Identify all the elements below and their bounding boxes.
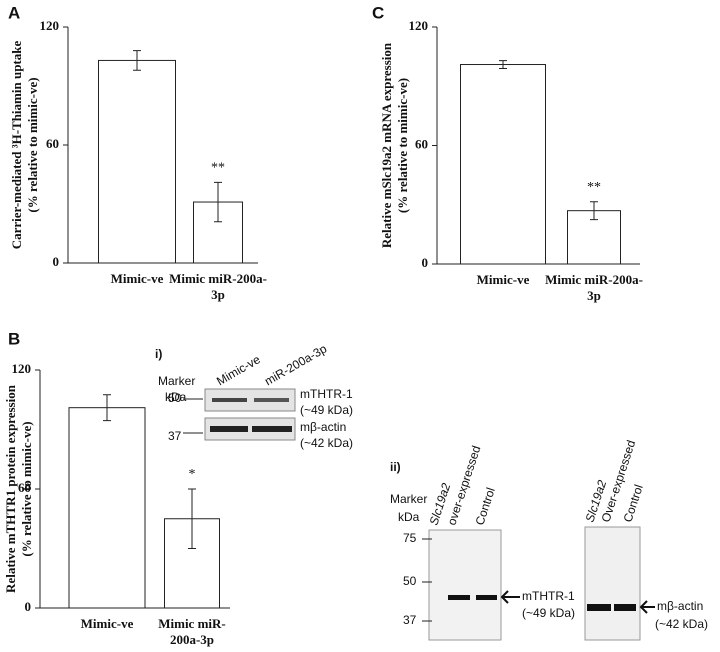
y-tick-label: 0	[53, 254, 60, 269]
arrow	[500, 590, 520, 604]
marker-size: 50	[168, 391, 182, 405]
y-axis-label: (% relative to mimic-ve)	[19, 421, 34, 556]
category-label-box: Mimic-ve	[476, 272, 530, 287]
blot-image	[428, 529, 502, 641]
band-label: (~42 kDa)	[300, 436, 353, 450]
panel-letter: B	[8, 329, 20, 348]
bar	[98, 59, 176, 264]
lane-label: Control	[621, 483, 646, 524]
marker-label: kDa	[398, 510, 420, 524]
band-label: mTHTR-1	[522, 589, 575, 603]
y-tick-label: 60	[18, 480, 31, 495]
annotation: **	[211, 161, 225, 176]
marker-size: 75	[403, 531, 417, 545]
error-bar	[214, 181, 222, 223]
blot-band	[587, 604, 611, 611]
arrow	[639, 600, 655, 614]
lane-label: Control	[473, 486, 498, 527]
lane-label: Mimic-ve	[214, 352, 263, 388]
blot-band	[614, 604, 636, 611]
bar	[460, 64, 546, 265]
y-axis-label: (% relative to mimic-ve)	[25, 77, 40, 212]
panel-letter: A	[8, 3, 20, 22]
category-label-box: Mimic-ve	[80, 616, 134, 631]
blot-band	[448, 595, 470, 600]
error-bar	[188, 488, 196, 549]
lane-label: miR-200a-3p	[262, 341, 329, 388]
annotation: *	[189, 467, 196, 482]
x-tick-label: Mimic-ve	[110, 271, 164, 286]
x-tick-label: Mimic miR-200a-3p	[169, 271, 267, 302]
marker-size: 50	[403, 574, 417, 588]
y-tick-label: 120	[40, 18, 60, 33]
marker-size: 37	[403, 613, 417, 627]
band-label: (~49 kDa)	[522, 606, 575, 620]
marker-label: kDa	[165, 390, 187, 404]
band-label: (~49 kDa)	[300, 403, 353, 417]
band-label: mβ-actin	[657, 599, 703, 613]
category-label-box: Mimic miR-200a-3p	[158, 616, 226, 647]
marker-label: Marker	[390, 492, 427, 506]
x-tick-label: Mimic-ve	[80, 616, 134, 631]
y-tick-label: 120	[12, 361, 32, 376]
blot-band	[476, 595, 497, 600]
blot-strip	[204, 417, 296, 441]
error-bar	[133, 50, 141, 71]
category-label-box: Mimic miR-200a-3p	[169, 271, 267, 302]
band-label: mβ-actin	[300, 420, 346, 434]
error-bar	[103, 394, 111, 422]
y-axis-label: Relative mTHTR1 protein expression	[3, 384, 18, 593]
blot-label: i)	[155, 347, 162, 361]
y-tick-label: 60	[415, 136, 428, 151]
x-tick-label: Mimic miR-200a-3p	[158, 616, 226, 647]
y-tick-label: 60	[46, 136, 59, 151]
category-label-box: Mimic miR-200a-3p	[545, 272, 643, 303]
blot-label: ii)	[390, 460, 401, 474]
annotation: **	[587, 180, 601, 195]
y-axis-label: (% relative to mimic-ve)	[395, 78, 410, 213]
band-label: (~42 kDa)	[655, 617, 708, 631]
y-axis-label: Relative mSlc19a2 mRNA expression	[379, 42, 394, 248]
y-tick-label: 0	[422, 255, 429, 270]
blot-image	[584, 526, 641, 641]
error-bar	[499, 60, 507, 69]
blot-band	[210, 426, 248, 432]
marker-size: 37	[168, 429, 182, 443]
band-label: mTHTR-1	[300, 387, 353, 401]
bar	[68, 407, 146, 609]
panel-letter: C	[372, 3, 384, 22]
y-axis-label: Carrier-mediated ³H-Thiamin uptake	[9, 41, 24, 250]
x-tick-label: Mimic miR-200a-3p	[545, 272, 643, 303]
blot-band	[252, 426, 292, 432]
y-tick-label: 120	[409, 18, 429, 33]
marker-label: Marker	[158, 374, 195, 388]
x-tick-label: Mimic-ve	[476, 272, 530, 287]
blot-band	[212, 398, 247, 402]
blot-strip	[204, 388, 296, 412]
error-bar	[590, 201, 598, 221]
y-tick-label: 0	[25, 599, 32, 614]
category-label-box: Mimic-ve	[110, 271, 164, 286]
blot-band	[254, 398, 289, 402]
